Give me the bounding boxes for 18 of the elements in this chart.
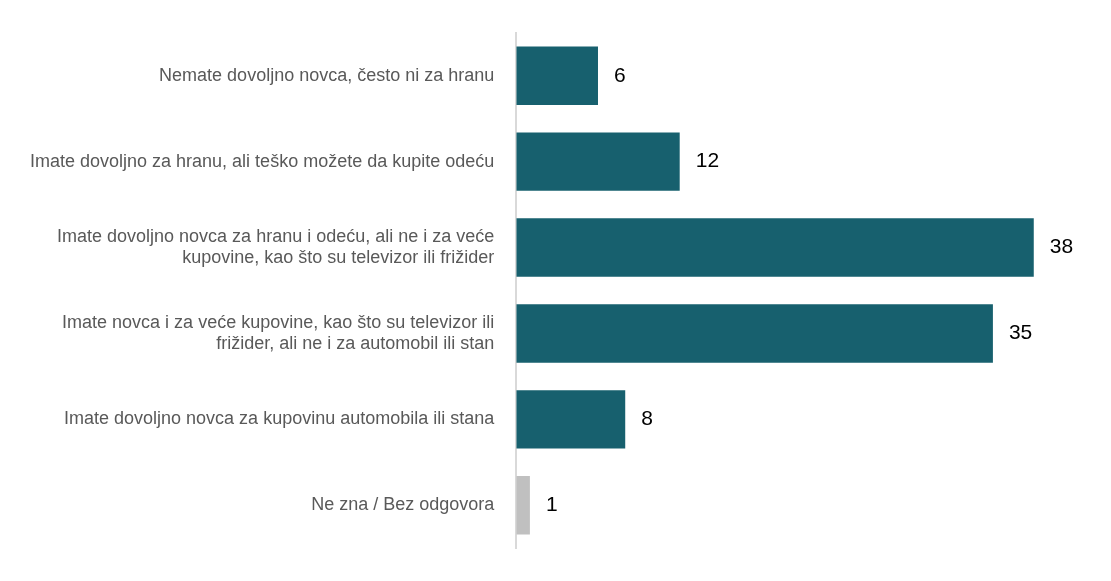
y-tick-label: Imate dovoljno novca za hranu i odeću, ali ne i za veće kupovine, kao što su televizor ili frižider	[57, 225, 495, 268]
data-label: 12	[695, 148, 720, 172]
data-label: 8	[641, 406, 653, 430]
y-tick-label: Ne zna / Bez odgovora	[311, 494, 496, 515]
bar	[516, 476, 530, 535]
bar	[516, 218, 1034, 277]
data-label: 38	[1049, 234, 1074, 258]
y-tick-label: Imate dovoljno novca za kupovinu automobila ili stana	[64, 408, 496, 429]
bar	[516, 304, 993, 363]
bar	[516, 46, 598, 105]
bar	[516, 132, 680, 191]
data-label: 35	[1008, 320, 1033, 344]
y-tick-label: Nemate dovoljno novca, često ni za hranu	[159, 64, 495, 85]
y-tick-label: Imate novca i za veće kupovine, kao što su televizor ili frižider, ali ne i za automobil ili stan	[62, 311, 495, 354]
data-label: 1	[545, 492, 558, 516]
bar	[516, 390, 626, 449]
data-label: 6	[613, 62, 626, 86]
y-tick-label: Imate dovoljno za hranu, ali teško možete da kupite odeću	[29, 150, 495, 171]
